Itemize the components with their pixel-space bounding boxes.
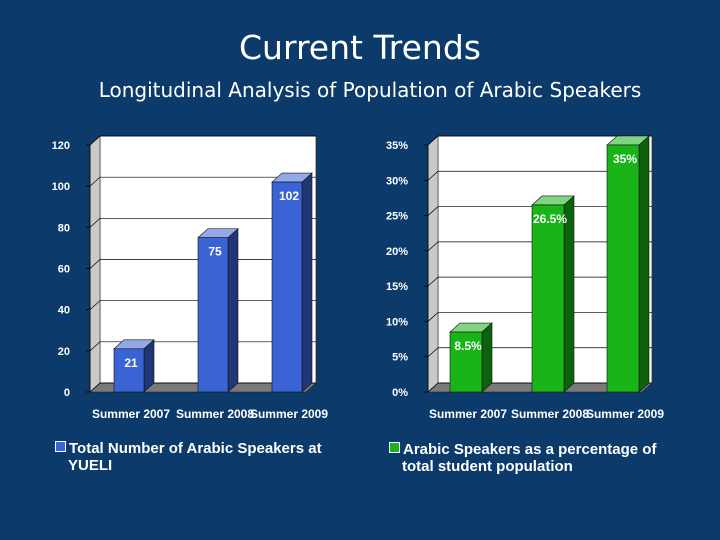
bar: [197, 237, 229, 393]
bar: [606, 144, 640, 393]
gridline: [427, 206, 652, 216]
gridline: [89, 176, 316, 187]
y-tick-label: 15%: [386, 281, 408, 293]
gridline: [427, 170, 652, 181]
y-tick-label: 60: [58, 264, 70, 276]
gridline: [427, 135, 652, 146]
legend-text-2b: total student population: [402, 458, 573, 475]
gridline: [89, 135, 316, 146]
bar-side: [301, 172, 313, 393]
gridline: [89, 300, 316, 310]
y-tick-label: 100: [52, 181, 70, 193]
gridline: [89, 259, 316, 269]
y-tick-label: 0%: [392, 387, 408, 399]
y-tick-label: 30%: [386, 175, 408, 187]
gridline: [427, 312, 652, 322]
chart-1: 0 20 40 60 80 100 120 21 75 102 Summer 2007 Summer …: [52, 135, 328, 421]
y-tick-label: 40: [58, 305, 70, 317]
chart-2: 0% 5% 10% 15% 20% 25% 30% 35% 8.5% 26.5% 35% Summer…: [386, 135, 664, 421]
legend-text-1b: YUELI: [68, 457, 113, 474]
y-tick-label: 25%: [386, 211, 408, 223]
legend-swatch-blue: [55, 441, 66, 452]
data-label: 102: [279, 189, 299, 203]
bar: [531, 204, 565, 393]
data-label: 8.5%: [454, 339, 482, 353]
x-tick-label: Summer 2008: [511, 407, 589, 421]
y-tick-label: 20%: [386, 246, 408, 258]
y-tick-label: 5%: [392, 352, 408, 364]
gridline: [89, 382, 316, 393]
x-tick-label: Summer 2007: [429, 407, 507, 421]
bar-side: [638, 135, 650, 393]
data-label: 21: [124, 356, 138, 370]
x-tick-label: Summer 2009: [586, 407, 664, 421]
data-label: 75: [208, 245, 222, 259]
gridline: [427, 276, 652, 287]
bar: [449, 331, 483, 393]
bar: [271, 181, 303, 393]
gridline: [427, 241, 652, 252]
legend-chart-1: Total Number of Arabic Speakers at YUELI: [55, 440, 355, 474]
bar-side: [481, 322, 493, 393]
y-tick-label: 0: [64, 387, 70, 399]
y-tick-label: 20: [58, 346, 70, 358]
gridline: [89, 341, 316, 352]
x-tick-label: Summer 2008: [176, 407, 254, 421]
y-tick-label: 120: [52, 140, 70, 152]
gridline: [89, 217, 316, 228]
gridline: [427, 382, 652, 393]
bar: [113, 348, 145, 393]
bar-side: [227, 227, 239, 393]
y-tick-label: 35%: [386, 140, 408, 152]
legend-text-2a: Arabic Speakers as a percentage of: [403, 441, 657, 458]
data-label: 35%: [613, 152, 637, 166]
data-label: 26.5%: [533, 212, 567, 226]
legend-chart-2: Arabic Speakers as a percentage of total…: [389, 441, 689, 475]
x-tick-label: Summer 2009: [250, 407, 328, 421]
x-tick-label: Summer 2007: [92, 407, 170, 421]
legend-text-1a: Total Number of Arabic Speakers at: [69, 440, 322, 457]
legend-swatch-green: [389, 442, 400, 453]
gridline: [427, 347, 652, 357]
slide-subtitle: Longitudinal Analysis of Population of A…: [98, 78, 642, 102]
y-tick-label: 10%: [386, 316, 408, 328]
y-tick-label: 80: [58, 222, 70, 234]
chart-side-wall: [427, 135, 439, 393]
slide-title: Current Trends: [239, 28, 481, 67]
